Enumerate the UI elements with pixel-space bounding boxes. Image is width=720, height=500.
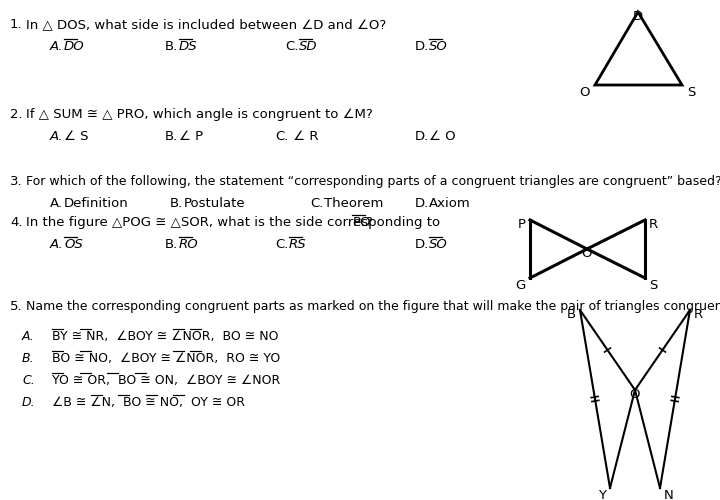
- Text: 3.: 3.: [10, 175, 22, 188]
- Text: If △ SUM ≅ △ PRO, which angle is congruent to ∠M?: If △ SUM ≅ △ PRO, which angle is congrue…: [26, 108, 373, 121]
- Text: For which of the following, the statement “corresponding parts of a congruent tr: For which of the following, the statemen…: [26, 175, 720, 188]
- Text: 5.: 5.: [10, 300, 22, 313]
- Text: Definition: Definition: [64, 197, 129, 210]
- Text: In △ DOS, what side is included between ∠D and ∠O?: In △ DOS, what side is included between …: [26, 18, 386, 31]
- Text: OS: OS: [64, 238, 83, 251]
- Text: SO: SO: [429, 238, 448, 251]
- Text: A.: A.: [50, 130, 63, 143]
- Text: BO ≅ NO,  ∠BOY ≅ ∠NOR,  RO ≅ YO: BO ≅ NO, ∠BOY ≅ ∠NOR, RO ≅ YO: [52, 352, 280, 365]
- Text: 1.: 1.: [10, 18, 22, 31]
- Text: BY ≅ NR,  ∠BOY ≅ ∠NOR,  BO ≅ NO: BY ≅ NR, ∠BOY ≅ ∠NOR, BO ≅ NO: [52, 330, 279, 343]
- Text: PO: PO: [352, 216, 371, 229]
- Text: SO: SO: [429, 40, 448, 53]
- Text: ∠ S: ∠ S: [64, 130, 89, 143]
- Text: B.: B.: [165, 130, 179, 143]
- Text: In the figure △POG ≅ △SOR, what is the side corresponding to: In the figure △POG ≅ △SOR, what is the s…: [26, 216, 444, 229]
- Text: R: R: [649, 218, 658, 231]
- Text: C.: C.: [22, 374, 35, 387]
- Text: C.: C.: [275, 238, 289, 251]
- Text: N: N: [664, 489, 674, 500]
- Text: D.: D.: [415, 197, 429, 210]
- Text: S: S: [687, 86, 696, 99]
- Text: S: S: [649, 279, 657, 292]
- Text: D.: D.: [22, 396, 35, 409]
- Text: A.: A.: [50, 40, 63, 53]
- Text: DS: DS: [179, 40, 197, 53]
- Text: G: G: [516, 279, 526, 292]
- Text: B.: B.: [165, 40, 179, 53]
- Text: D.: D.: [415, 238, 429, 251]
- Text: ∠B ≅ ∠N,  BO ≅ NO,  OY ≅ OR: ∠B ≅ ∠N, BO ≅ NO, OY ≅ OR: [52, 396, 245, 409]
- Text: SD: SD: [299, 40, 318, 53]
- Text: RS: RS: [289, 238, 307, 251]
- Text: P: P: [518, 218, 526, 231]
- Text: O: O: [580, 86, 590, 99]
- Text: RO: RO: [179, 238, 199, 251]
- Text: Axiom: Axiom: [429, 197, 471, 210]
- Text: B.: B.: [165, 238, 179, 251]
- Text: Name the corresponding congruent parts as marked on the figure that will make th: Name the corresponding congruent parts a…: [26, 300, 720, 313]
- Text: ∠ O: ∠ O: [429, 130, 456, 143]
- Text: C.: C.: [285, 40, 298, 53]
- Text: D.: D.: [415, 130, 429, 143]
- Text: B.: B.: [22, 352, 35, 365]
- Text: D: D: [633, 10, 643, 23]
- Text: A.: A.: [50, 238, 63, 251]
- Text: YO ≅ OR,  BO ≅ ON,  ∠BOY ≅ ∠NOR: YO ≅ OR, BO ≅ ON, ∠BOY ≅ ∠NOR: [52, 374, 280, 387]
- Text: O: O: [630, 388, 640, 401]
- Text: Y: Y: [598, 489, 606, 500]
- Text: ∠ R: ∠ R: [289, 130, 318, 143]
- Text: 4.: 4.: [10, 216, 22, 229]
- Text: Postulate: Postulate: [184, 197, 246, 210]
- Text: 2.: 2.: [10, 108, 22, 121]
- Text: D.: D.: [415, 40, 429, 53]
- Text: B.: B.: [170, 197, 184, 210]
- Text: DO: DO: [64, 40, 85, 53]
- Text: C.: C.: [310, 197, 323, 210]
- Text: O: O: [582, 247, 593, 260]
- Text: A.: A.: [50, 197, 63, 210]
- Text: R: R: [694, 308, 703, 321]
- Text: C.: C.: [275, 130, 289, 143]
- Text: ∠ P: ∠ P: [179, 130, 203, 143]
- Text: ?: ?: [365, 216, 372, 229]
- Text: B: B: [567, 308, 576, 321]
- Text: Theorem: Theorem: [324, 197, 383, 210]
- Text: A.: A.: [22, 330, 35, 343]
